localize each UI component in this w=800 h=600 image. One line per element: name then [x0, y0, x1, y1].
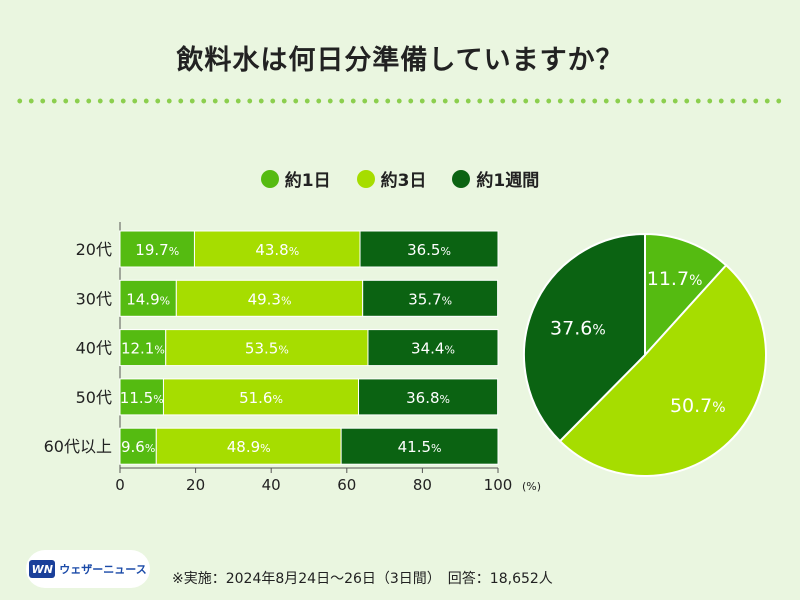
x-tick-label: 60: [337, 476, 356, 494]
pie-slice: [523, 232, 646, 443]
bar-segment: [175, 279, 364, 317]
category-label: 30代: [76, 289, 112, 308]
bar-segment: [119, 378, 164, 416]
bar-segment: [119, 230, 195, 268]
category-label: 50代: [76, 388, 112, 407]
bar-segment: [155, 427, 342, 465]
legend-label-1week: 約1週間: [476, 171, 540, 191]
legend-label-3day: 約3日: [380, 171, 427, 191]
data-label: 51.6%: [239, 389, 283, 407]
weathernews-logo: WN ウェザーニュース: [26, 550, 150, 588]
data-label: 35.7%: [408, 290, 452, 308]
legend-item-3day: 約3日: [356, 166, 427, 191]
data-label: 11.5%: [120, 389, 164, 407]
pie-slice: [558, 263, 767, 477]
category-label: 60代以上: [44, 437, 112, 456]
x-tick-label: 100: [484, 476, 513, 494]
bar-segment: [359, 230, 499, 268]
legend-swatch-1week: [452, 169, 471, 188]
bar-segment: [193, 230, 361, 268]
bar-segment: [162, 378, 360, 416]
data-label: 53.5%: [245, 340, 289, 358]
bar-segment: [367, 329, 499, 367]
pie-slice: [644, 232, 728, 358]
pie-label: 11.7%: [647, 268, 703, 290]
legend-swatch-3day: [356, 169, 375, 188]
logo-mark: WN: [29, 560, 56, 578]
data-label: 14.9%: [126, 290, 170, 308]
legend-item-1day: 約1日: [260, 166, 331, 191]
x-tick-label: 0: [115, 476, 125, 494]
data-label: 9.6%: [121, 438, 155, 456]
data-label: 48.9%: [227, 438, 271, 456]
data-label: 12.1%: [121, 340, 165, 358]
data-label: 41.5%: [398, 438, 442, 456]
logo-text: ウェザーニュース: [59, 563, 147, 576]
data-label: 36.8%: [406, 389, 450, 407]
category-label: 40代: [76, 339, 112, 358]
pie-label: 50.7%: [670, 395, 726, 417]
x-tick-label: 80: [413, 476, 432, 494]
chart-title: 飲料水は何日分準備していますか？: [176, 45, 624, 76]
x-axis-unit: (%): [522, 480, 541, 493]
survey-footnote: ※実施：2024年8月24日〜26日（3日間） 回答：18,652人: [172, 571, 553, 587]
data-label: 34.4%: [411, 340, 455, 358]
data-label: 49.3%: [248, 290, 292, 308]
legend-label-1day: 約1日: [284, 171, 331, 191]
bar-segment: [358, 378, 499, 416]
category-label: 20代: [76, 240, 112, 259]
data-label: 43.8%: [255, 241, 299, 259]
bar-segment: [119, 329, 167, 367]
data-label: 19.7%: [135, 241, 179, 259]
x-tick-label: 40: [262, 476, 281, 494]
bar-segment: [165, 329, 369, 367]
x-tick-label: 20: [186, 476, 205, 494]
pie-label: 37.6%: [550, 317, 606, 339]
data-label: 36.5%: [407, 241, 451, 259]
legend: 約1日 約3日 約1週間: [0, 166, 800, 191]
bar-segment: [340, 427, 499, 465]
legend-item-1week: 約1週間: [452, 166, 539, 191]
legend-swatch-1day: [260, 169, 279, 188]
bar-segment: [362, 279, 499, 317]
dotted-divider: [14, 98, 786, 104]
